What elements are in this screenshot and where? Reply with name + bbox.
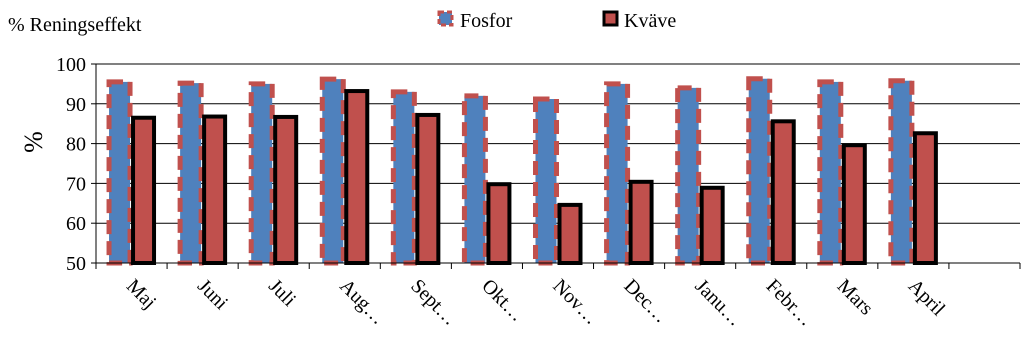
legend-label-kvave: Kväve: [624, 10, 676, 32]
chart-title: % Reningseffekt: [8, 14, 142, 36]
y-tick-label: 60: [66, 213, 86, 235]
x-tick-label: Okt…: [477, 275, 528, 326]
bar-kvave-2: [273, 114, 299, 265]
bar-fosfor-10: [817, 79, 844, 266]
bar-fosfor-11: [888, 78, 915, 266]
bar-kvave-10: [841, 143, 867, 265]
bar-kvave-7: [628, 179, 654, 265]
bar-fosfor-6: [533, 96, 559, 266]
x-tick-label: Juli: [264, 275, 300, 311]
bar-kvave-4: [415, 112, 441, 265]
bar-fosfor-8: [675, 85, 702, 266]
bar-kvave-1: [202, 114, 228, 266]
x-tick-label: Dec…: [620, 275, 672, 327]
legend: Fosfor Kväve: [437, 10, 676, 32]
y-tick-label: 90: [66, 94, 86, 116]
bar-kvave-3: [344, 89, 370, 266]
bar-fosfor-3: [319, 76, 346, 266]
y-tick-label: 80: [66, 134, 86, 156]
bars: [106, 76, 938, 266]
x-tick-label: Juni: [193, 275, 232, 314]
bar-fosfor-2: [248, 81, 275, 266]
axes: [91, 63, 1021, 269]
x-tick-label: Maj: [122, 275, 160, 313]
x-tick-label: Aug…: [335, 275, 389, 329]
x-tick-label: Sept…: [406, 275, 461, 330]
bar-fosfor-1: [177, 80, 204, 266]
y-tick-labels: 50 60 70 80 90 100: [56, 54, 86, 275]
x-tick-label: Febr…: [762, 275, 818, 331]
y-tick-label: 100: [56, 54, 86, 76]
bar-fosfor-7: [604, 81, 631, 266]
bar-kvave-11: [912, 131, 938, 265]
bar-fosfor-9: [746, 76, 773, 266]
legend-swatch-kvave: [602, 10, 619, 27]
legend-swatch-fosfor: [437, 10, 454, 27]
x-tick-label: Nov…: [548, 275, 602, 329]
legend-label-fosfor: Fosfor: [460, 10, 513, 32]
x-tick-label: Mars: [833, 275, 878, 320]
bar-kvave-5: [486, 182, 512, 265]
y-tick-label: 50: [66, 253, 86, 275]
bar-fosfor-0: [106, 79, 133, 266]
bar-kvave-9: [770, 119, 796, 265]
x-tick-label: Janu…: [691, 275, 747, 331]
y-axis-label: %: [19, 131, 48, 153]
bar-fosfor-4: [390, 89, 417, 266]
bar-fosfor-5: [461, 93, 488, 266]
x-tick-labels: Maj Juni Juli Aug… Sept… Okt… Nov… Dec… Janu… Feb…: [122, 275, 950, 331]
bar-kvave-0: [131, 115, 157, 266]
bar-kvave-6: [557, 202, 583, 265]
bar-kvave-8: [699, 185, 725, 265]
x-tick-label: April: [904, 275, 950, 321]
y-tick-label: 70: [66, 173, 86, 195]
